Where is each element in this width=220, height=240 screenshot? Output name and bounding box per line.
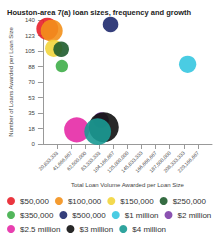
svg-text:$150,000: $150,000 bbox=[120, 197, 154, 206]
svg-text:88: 88 bbox=[28, 64, 35, 70]
svg-text:$350,000: $350,000 bbox=[20, 211, 54, 220]
svg-text:104,166,667: 104,166,667 bbox=[91, 149, 116, 174]
svg-text:Houston-area 7(a) loan sizes,: Houston-area 7(a) loan sizes, frequency … bbox=[7, 8, 192, 17]
svg-text:20,833,333: 20,833,333 bbox=[37, 149, 60, 172]
svg-text:$500,000: $500,000 bbox=[72, 211, 106, 220]
svg-text:187,500,000: 187,500,000 bbox=[148, 149, 172, 174]
svg-text:62,500,000: 62,500,000 bbox=[65, 149, 88, 172]
svg-text:$2.5 million: $2.5 million bbox=[20, 225, 60, 234]
svg-text:$1 million: $1 million bbox=[125, 211, 159, 220]
svg-text:$3 million: $3 million bbox=[79, 225, 113, 234]
svg-text:53: 53 bbox=[28, 95, 35, 101]
svg-text:123: 123 bbox=[25, 33, 36, 39]
svg-text:208,333,333: 208,333,333 bbox=[162, 149, 186, 174]
svg-text:35: 35 bbox=[28, 110, 35, 116]
svg-text:166,666,667: 166,666,667 bbox=[133, 149, 158, 174]
svg-text:18: 18 bbox=[28, 126, 35, 132]
svg-text:229,166,667: 229,166,667 bbox=[176, 150, 200, 174]
svg-text:140: 140 bbox=[25, 17, 36, 23]
svg-text:0: 0 bbox=[32, 141, 36, 147]
svg-text:Number of Loans Awarded per Lo: Number of Loans Awarded per Loan Size bbox=[8, 27, 14, 137]
svg-text:$50,000: $50,000 bbox=[20, 197, 49, 206]
svg-text:$100,000: $100,000 bbox=[68, 197, 102, 206]
svg-text:105: 105 bbox=[25, 48, 36, 54]
svg-text:41,666,667: 41,666,667 bbox=[51, 149, 74, 172]
svg-text:70: 70 bbox=[28, 79, 35, 85]
svg-text:Total Loan Volume Awarded per: Total Loan Volume Awarded per Loan Size bbox=[71, 182, 185, 188]
svg-text:$2 million: $2 million bbox=[178, 211, 212, 220]
svg-text:$4 million: $4 million bbox=[132, 225, 166, 234]
svg-text:$250,000: $250,000 bbox=[173, 197, 207, 206]
svg-text:125,000,000: 125,000,000 bbox=[105, 149, 130, 174]
svg-text:83,333,333: 83,333,333 bbox=[79, 149, 102, 172]
svg-text:145,833,333: 145,833,333 bbox=[119, 149, 144, 174]
